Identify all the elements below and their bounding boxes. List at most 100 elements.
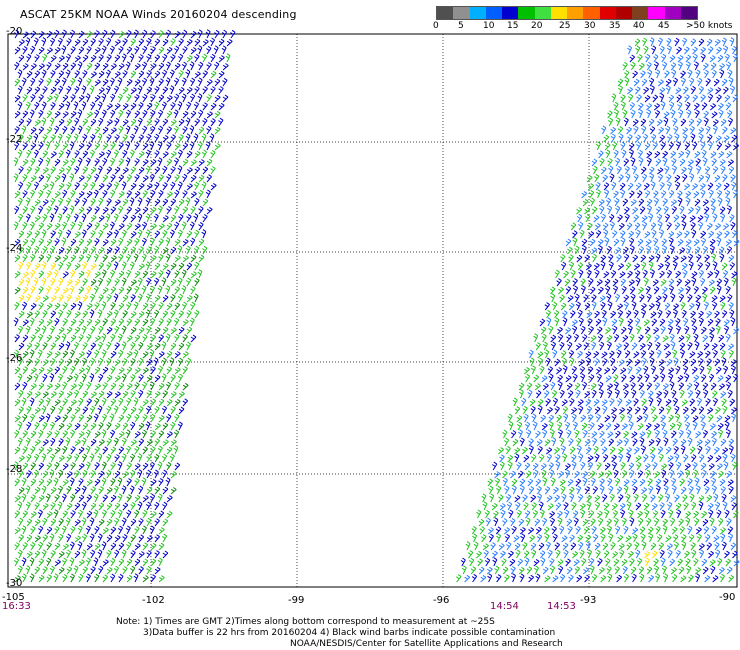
wind-speed-colorbar bbox=[436, 6, 698, 20]
wind-barb bbox=[194, 261, 200, 271]
wind-barb bbox=[14, 415, 21, 423]
wind-barb bbox=[41, 69, 47, 79]
wind-barb bbox=[616, 165, 622, 175]
wind-barb bbox=[62, 510, 68, 519]
wind-barb bbox=[122, 502, 129, 511]
wind-barb bbox=[166, 431, 173, 439]
wind-barb bbox=[93, 557, 99, 567]
wind-barb bbox=[186, 150, 193, 159]
wind-barb bbox=[625, 399, 632, 407]
wind-barb bbox=[146, 565, 152, 575]
wind-barb bbox=[549, 469, 555, 479]
wind-barb bbox=[121, 453, 127, 463]
wind-barb bbox=[662, 245, 668, 255]
wind-barb bbox=[712, 301, 718, 311]
wind-barb bbox=[692, 53, 698, 63]
wind-barb bbox=[542, 383, 549, 391]
wind-barb bbox=[563, 270, 569, 279]
wind-barb bbox=[85, 573, 91, 583]
wind-barb bbox=[615, 157, 621, 167]
wind-barb bbox=[676, 231, 683, 239]
wind-barb bbox=[728, 166, 735, 175]
wind-barb bbox=[137, 213, 143, 223]
wind-barb bbox=[645, 285, 651, 295]
wind-barb bbox=[725, 102, 732, 111]
wind-barb bbox=[130, 246, 137, 255]
wind-barb bbox=[602, 358, 608, 367]
wind-barb bbox=[158, 351, 165, 359]
wind-barb bbox=[170, 134, 176, 143]
wind-barb bbox=[81, 533, 88, 543]
wind-barb bbox=[477, 558, 483, 567]
wind-barb bbox=[519, 478, 526, 487]
wind-barb bbox=[166, 110, 173, 119]
wind-barb bbox=[74, 439, 81, 447]
wind-barb bbox=[642, 269, 648, 279]
wind-barb bbox=[716, 463, 723, 471]
wind-barb bbox=[134, 78, 141, 87]
wind-barb bbox=[709, 326, 716, 335]
wind-barb bbox=[186, 86, 193, 95]
wind-barb bbox=[42, 470, 49, 479]
wind-barb bbox=[25, 325, 31, 335]
wind-barb bbox=[14, 270, 21, 279]
wind-barb bbox=[548, 373, 554, 383]
wind-barb bbox=[170, 166, 176, 175]
wind-barb bbox=[89, 149, 96, 159]
wind-barb bbox=[14, 190, 21, 199]
wind-barb bbox=[667, 45, 672, 55]
wind-barb bbox=[649, 166, 655, 175]
wind-barb bbox=[170, 102, 176, 111]
wind-barb bbox=[696, 118, 702, 127]
wind-barb bbox=[631, 478, 638, 487]
wind-barb bbox=[673, 445, 679, 455]
wind-barb bbox=[589, 197, 596, 207]
wind-barb bbox=[170, 406, 176, 415]
wind-barb bbox=[515, 549, 521, 559]
wind-barb bbox=[94, 302, 100, 311]
wind-barb bbox=[720, 165, 726, 175]
wind-barb bbox=[553, 446, 560, 455]
wind-barb bbox=[33, 469, 39, 479]
wind-barb bbox=[94, 478, 101, 487]
wind-barb bbox=[611, 93, 617, 103]
wind-barb bbox=[660, 421, 666, 431]
wind-barb bbox=[627, 325, 633, 335]
wind-barb bbox=[527, 478, 534, 487]
wind-barb bbox=[73, 373, 79, 383]
wind-barb bbox=[681, 213, 687, 223]
wind-barb bbox=[664, 213, 671, 223]
wind-barb bbox=[719, 527, 726, 535]
wind-barb bbox=[118, 573, 124, 583]
wind-barb bbox=[526, 470, 532, 479]
wind-barb bbox=[101, 333, 107, 343]
wind-barb bbox=[82, 406, 89, 415]
wind-barb bbox=[636, 325, 642, 335]
wind-barb bbox=[606, 383, 614, 391]
wind-barb bbox=[14, 238, 21, 247]
wind-barb bbox=[146, 70, 152, 79]
wind-barb bbox=[86, 479, 93, 487]
wind-barb bbox=[597, 333, 604, 343]
wind-barb bbox=[149, 285, 156, 295]
wind-barb bbox=[669, 333, 675, 343]
wind-barb bbox=[716, 509, 722, 519]
wind-barb bbox=[561, 399, 568, 407]
y-tick-label: -20 bbox=[6, 26, 23, 37]
wind-barb bbox=[542, 566, 549, 575]
wind-barb bbox=[114, 71, 121, 79]
wind-barb bbox=[38, 574, 45, 583]
wind-barb bbox=[142, 318, 149, 327]
wind-barb bbox=[708, 414, 714, 423]
wind-barb bbox=[662, 286, 668, 295]
wind-barb bbox=[190, 334, 197, 343]
wind-barb bbox=[38, 63, 45, 71]
wind-barb bbox=[98, 182, 105, 191]
wind-barb bbox=[551, 525, 557, 535]
wind-barb bbox=[671, 526, 678, 535]
wind-barb bbox=[494, 565, 500, 575]
wind-barb bbox=[82, 166, 88, 175]
wind-barb bbox=[588, 277, 594, 287]
wind-barb bbox=[138, 485, 144, 495]
wind-barb bbox=[637, 54, 643, 63]
